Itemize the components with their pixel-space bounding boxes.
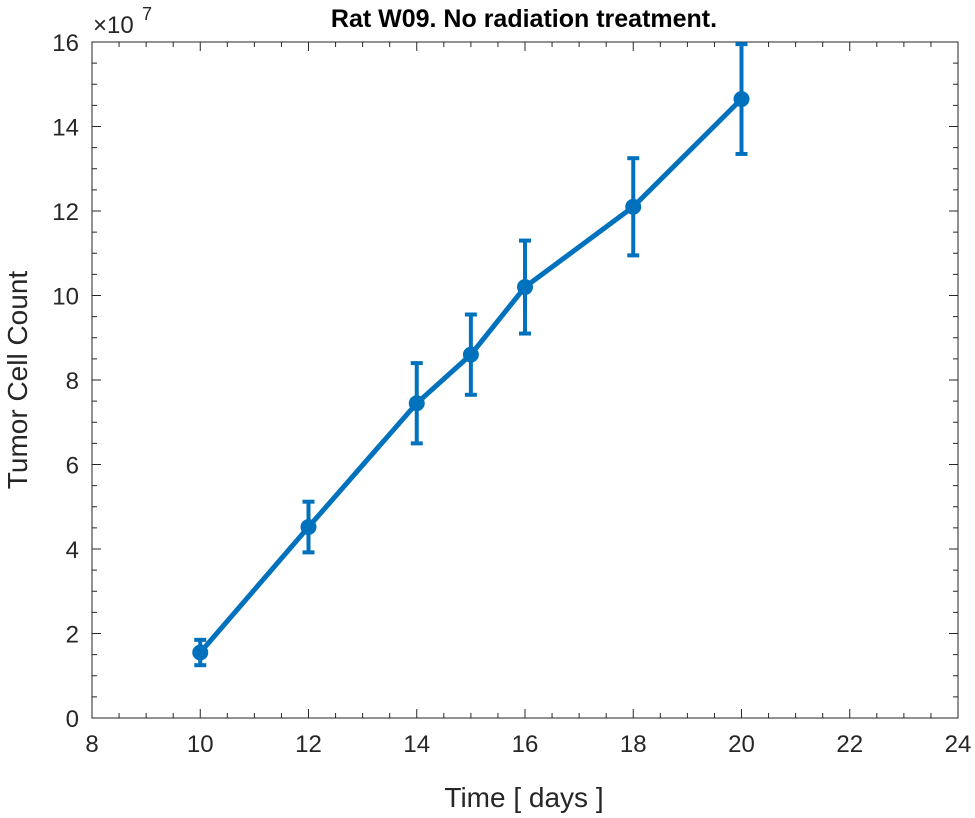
y-exponent-power: 7 [142, 4, 152, 24]
y-tick-label: 0 [66, 706, 79, 733]
y-tick-label: 6 [66, 453, 79, 480]
x-tick-labels: 8 10 12 14 16 18 20 22 24 [85, 731, 971, 758]
data-point [733, 91, 750, 108]
x-tick-label: 14 [403, 731, 430, 758]
y-tick-label: 2 [66, 622, 79, 649]
x-tick-label: 8 [85, 731, 98, 758]
y-tick-label: 8 [66, 368, 79, 395]
x-tick-label: 24 [945, 731, 972, 758]
chart-title: Rat W09. No radiation treatment. [331, 5, 717, 33]
data-point [192, 644, 209, 661]
x-tick-label: 20 [728, 731, 755, 758]
y-tick-label: 10 [52, 284, 79, 311]
x-tick-label: 16 [512, 731, 539, 758]
minor-ticks [92, 42, 958, 718]
y-exponent-base: ×10 [93, 12, 134, 39]
data-point [625, 198, 642, 215]
series-layer [192, 42, 750, 668]
y-tick-label: 16 [52, 30, 79, 57]
y-tick-label: 14 [52, 115, 79, 142]
y-tick-labels: 0 2 4 6 8 10 12 14 16 [52, 30, 79, 733]
x-tick-label: 12 [295, 731, 322, 758]
data-point [300, 519, 317, 536]
x-tick-label: 22 [836, 731, 863, 758]
x-tick-label: 18 [620, 731, 647, 758]
data-point [462, 346, 479, 363]
x-tick-label: 10 [187, 731, 214, 758]
data-point [517, 279, 533, 296]
plot-area [91, 41, 959, 719]
y-tick-label: 4 [66, 537, 79, 564]
series-clip-group [192, 42, 750, 668]
y-axis-label: Tumor Cell Count [2, 271, 33, 490]
y-tick-label: 12 [52, 199, 79, 226]
x-axis-label: Time [ days ] [444, 782, 603, 813]
data-point [408, 395, 425, 412]
